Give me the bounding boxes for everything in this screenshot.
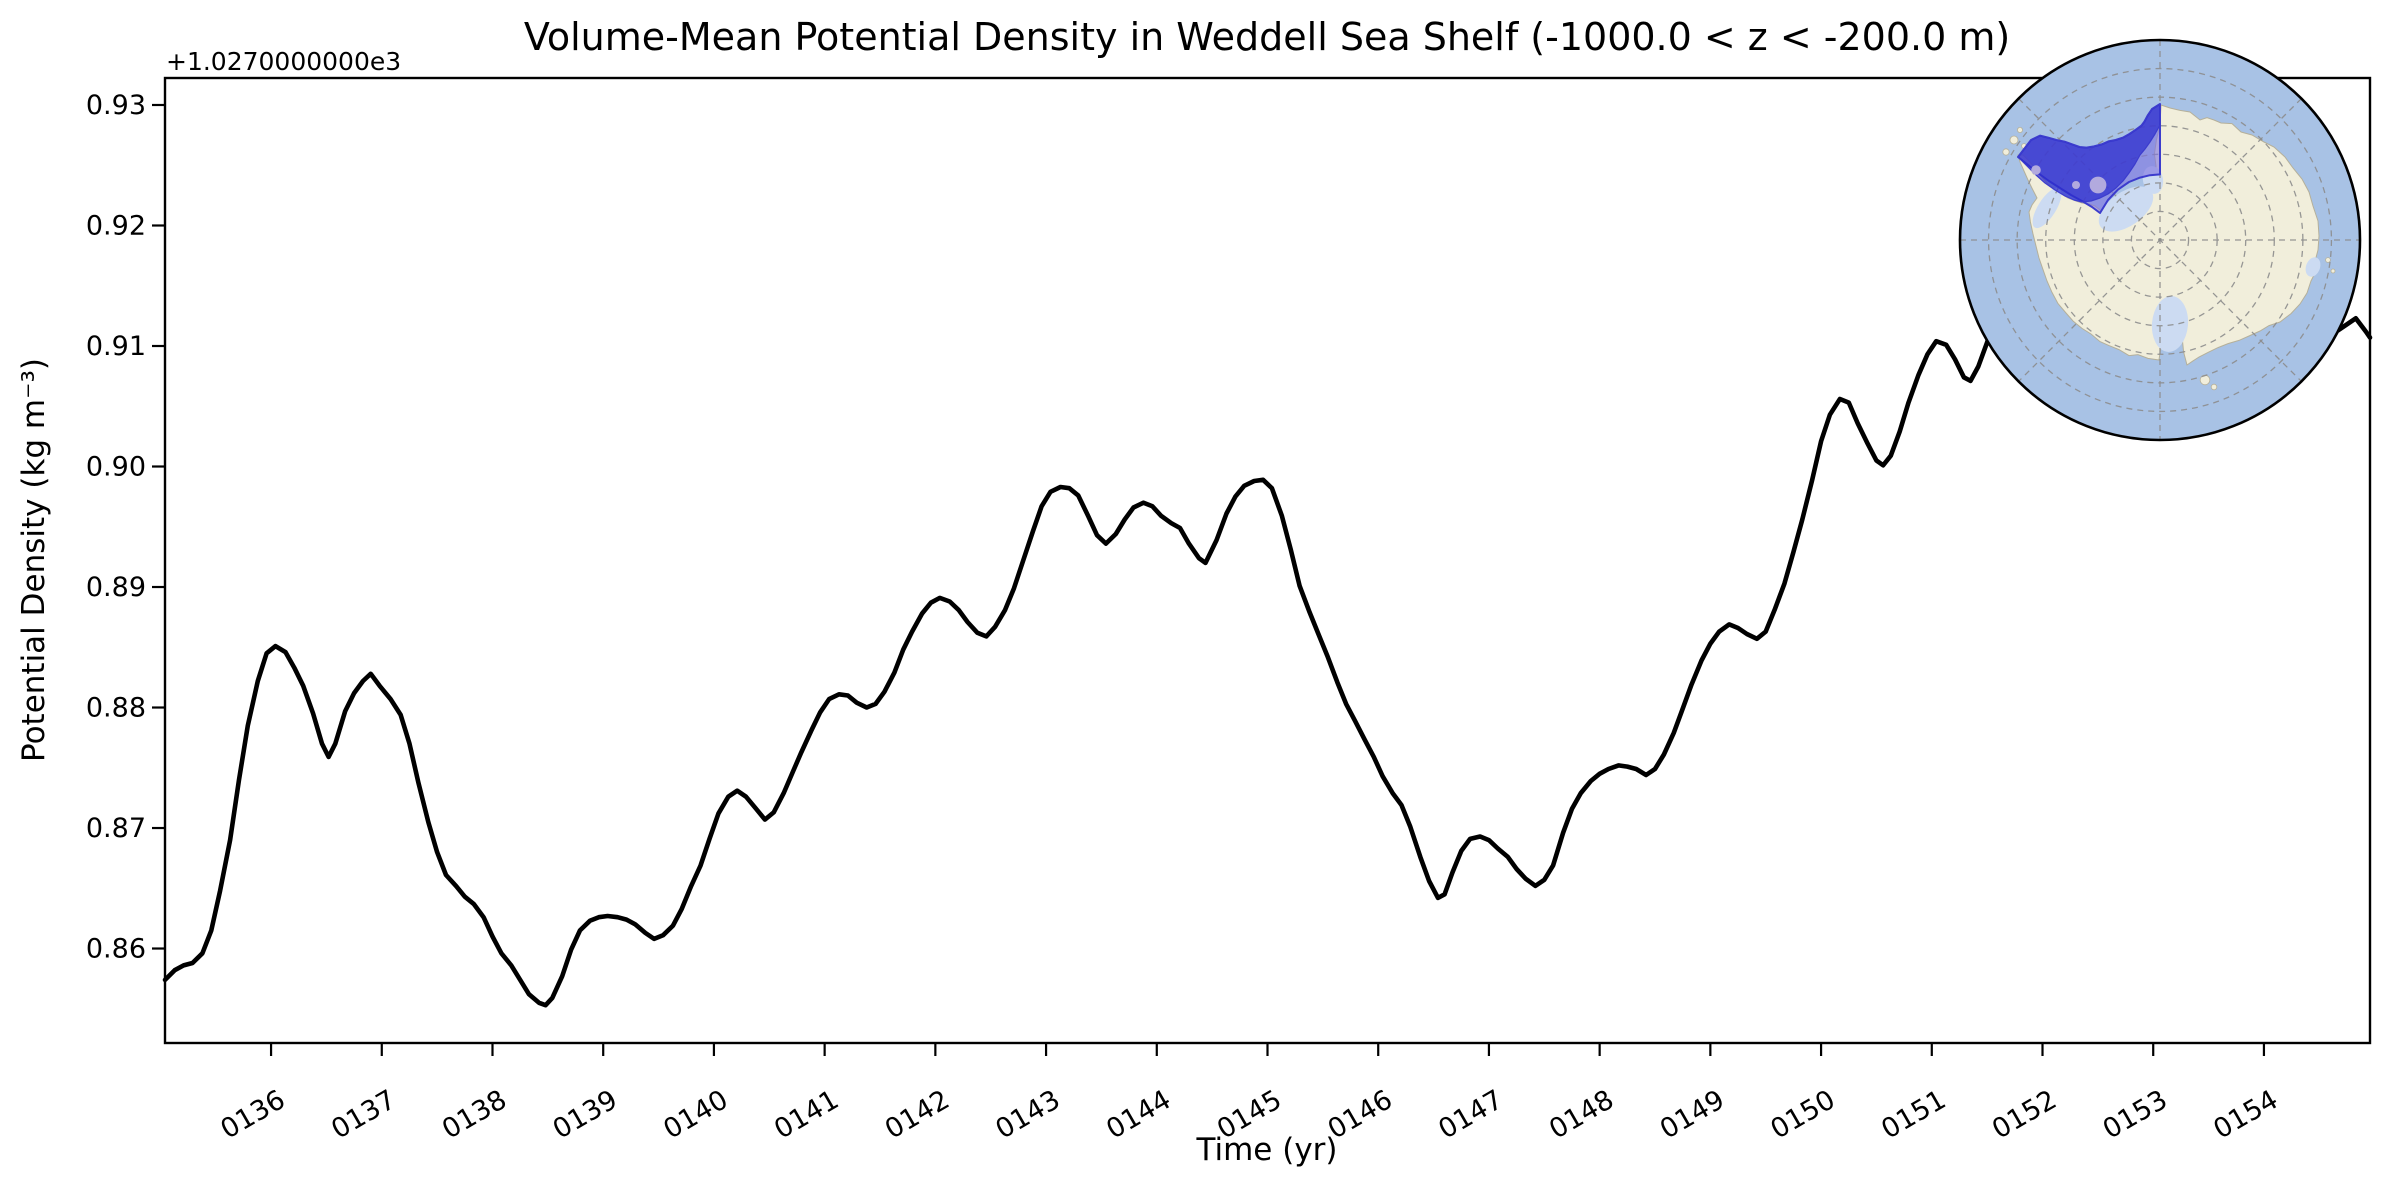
y-tick-label: 0.86 [86, 934, 146, 965]
plot-frame [163, 76, 2372, 1045]
graticule-parallel [2130, 210, 2190, 270]
island [2199, 374, 2211, 386]
ice-rise [2089, 176, 2107, 194]
axes-frame [163, 76, 2372, 1045]
x-axis-ticks: 0136 0137 0138 0139 0140 0141 0142 0143 0144 0145… [216, 1043, 2283, 1145]
y-tick-label: 0.87 [86, 813, 146, 844]
graticule-parallel [1987, 67, 2333, 413]
x-tick-label: 0137 [326, 1084, 401, 1145]
chart-title: Volume-Mean Potential Density in Weddell… [524, 15, 2010, 59]
y-axis-label: Potential Density (kg m⁻³) [16, 358, 52, 762]
ice-rise [2072, 181, 2080, 189]
x-tick-label: 0143 [991, 1084, 1066, 1145]
island [2016, 127, 2023, 134]
weddell-shelf-region-highlight [2017, 103, 2161, 203]
y-tick-label: 0.93 [86, 90, 146, 121]
island [2002, 148, 2010, 156]
x-tick-label: 0153 [2098, 1084, 2173, 1145]
x-tick-label: 0152 [1987, 1084, 2062, 1145]
x-tick-label: 0149 [1655, 1084, 1730, 1145]
x-tick-label: 0151 [1876, 1084, 1951, 1145]
x-tick-label: 0142 [880, 1084, 955, 1145]
island [2325, 257, 2331, 263]
y-axis-offset-text: +1.0270000000e3 [166, 47, 401, 76]
antarctica-inset-map [1958, 38, 2362, 442]
x-tick-label: 0144 [1101, 1084, 1176, 1145]
x-tick-label: 0154 [2208, 1084, 2283, 1145]
x-tick-label: 0136 [216, 1084, 291, 1145]
y-tick-label: 0.90 [86, 452, 146, 483]
graticule-meridian [2018, 98, 2302, 382]
island [2330, 268, 2336, 274]
y-tick-label: 0.88 [86, 693, 146, 724]
y-tick-label: 0.89 [86, 572, 146, 603]
inset-map-border [1958, 38, 2362, 442]
x-tick-label: 0138 [437, 1084, 512, 1145]
x-tick-label: 0141 [769, 1084, 844, 1145]
island [2210, 383, 2218, 391]
ice-shelf-patch [2151, 296, 2189, 352]
x-tick-label: 0150 [1766, 1084, 1841, 1145]
x-tick-label: 0148 [1544, 1084, 1619, 1145]
x-tick-label: 0146 [1323, 1084, 1398, 1145]
ice-rise [2031, 165, 2041, 175]
y-tick-label: 0.91 [86, 331, 146, 362]
graticule-parallel [2045, 125, 2275, 355]
ice-shelf-patch [2305, 257, 2321, 277]
y-tick-label: 0.92 [86, 210, 146, 241]
x-tick-label: 0140 [658, 1084, 733, 1145]
x-tick-label: 0139 [548, 1084, 623, 1145]
ice-shelf-patch [2098, 186, 2154, 232]
inset-map-contents [1961, 41, 2359, 439]
island [2009, 135, 2019, 145]
x-tick-label: 0147 [1433, 1084, 1508, 1145]
y-axis-ticks: 0.86 0.87 0.88 0.89 0.90 0.91 0.92 0.93 [86, 90, 165, 965]
x-axis-label: Time (yr) [1196, 1132, 1338, 1168]
